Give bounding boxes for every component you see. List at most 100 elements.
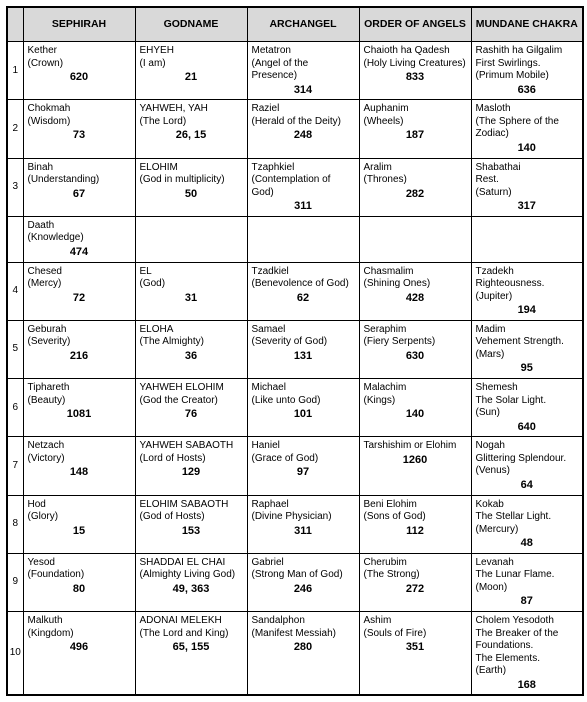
cell: Auphanim(Wheels)187 [359,100,471,158]
cell: Metatron(Angel of the Presence)314 [247,42,359,100]
cell-name: Chesed [28,266,131,279]
cell-desc: (Glory) [28,511,131,524]
cell-desc: (The Almighty) [140,336,243,349]
cell-number: 87 [476,594,579,609]
cell: Netzach(Victory)148 [23,437,135,495]
cell: YAHWEH ELOHIM(God the Creator)76 [135,379,247,437]
cell-desc: (Moon) [476,582,579,595]
cell-desc: (God the Creator) [140,395,243,408]
cell: Michael(Like unto God)101 [247,379,359,437]
cell: YAHWEH, YAH(The Lord)26, 15 [135,100,247,158]
cell: MadimVehement Strength.(Mars)95 [471,320,583,378]
cell-desc: (God in multiplicity) [140,174,243,187]
cell [471,216,583,262]
cell: Ashim(Souls of Fire)351 [359,612,471,696]
cell-number: 153 [140,524,243,539]
cell: Yesod(Foundation)80 [23,553,135,611]
cell: Chasmalim(Shining Ones)428 [359,262,471,320]
cell-name: Daath [28,220,131,233]
cell-name: Raphael [252,499,355,512]
row-index: 1 [7,42,23,100]
row-index: 7 [7,437,23,495]
cell-name: ELOHIM [140,162,243,175]
cell-number: 168 [476,678,579,693]
table-row: 8Hod(Glory)15ELOHIM SABAOTH(God of Hosts… [7,495,583,553]
cell-number: 187 [364,128,467,143]
cell-name: Shemesh [476,382,579,395]
cell-desc: Glittering Splendour. [476,453,579,466]
cell: ShabathaiRest.(Saturn)317 [471,158,583,216]
cell-desc: (Sons of God) [364,511,467,524]
table-row: 6Tiphareth(Beauty)1081YAHWEH ELOHIM(God … [7,379,583,437]
cell-name: Metatron [252,45,355,58]
cell: Daath(Knowledge)474 [23,216,135,262]
cell-desc: (Foundation) [28,569,131,582]
cell-name: Geburah [28,324,131,337]
cell-number: 630 [364,349,467,364]
cell-number: 50 [140,187,243,202]
cell [359,216,471,262]
cell-desc: The Solar Light. [476,395,579,408]
cell: Masloth(The Sphere of the Zodiac)140 [471,100,583,158]
cell-name: EHYEH [140,45,243,58]
cell-name: Tzadekh [476,266,579,279]
cell-name: Raziel [252,103,355,116]
cell-name: Malkuth [28,615,131,628]
cell-number: 280 [252,640,355,655]
cell-number: 148 [28,465,131,480]
table-row: 7Netzach(Victory)148YAHWEH SABAOTH(Lord … [7,437,583,495]
cell-desc: (Divine Physician) [252,511,355,524]
cell: ELOHIM(God in multiplicity)50 [135,158,247,216]
cell-number: 72 [28,291,131,306]
cell-name: Malachim [364,382,467,395]
cell-number: 49, 363 [140,582,243,597]
table-row: 9Yesod(Foundation)80SHADDAI EL CHAI(Almi… [7,553,583,611]
cell-number: 140 [476,141,579,156]
cell-desc: The Breaker of the Foundations. [476,628,579,653]
cell-number: 314 [252,83,355,98]
cell-number: 73 [28,128,131,143]
cell-name: Chasmalim [364,266,467,279]
cell-desc: (The Lord and King) [140,628,243,641]
cell: ELOHIM SABAOTH(God of Hosts)153 [135,495,247,553]
header-row: SEPHIRAH GODNAME ARCHANGEL ORDER OF ANGE… [7,7,583,42]
cell-name: EL [140,266,243,279]
cell-desc: (Earth) [476,665,579,678]
cell-name: ELOHA [140,324,243,337]
cell-name: Haniel [252,440,355,453]
cell-number: 76 [140,407,243,422]
row-index: 5 [7,320,23,378]
cell: NogahGlittering Splendour.(Venus)64 [471,437,583,495]
cell-desc: Righteousness. [476,278,579,291]
cell-number: 1260 [364,453,467,468]
cell-name: Michael [252,382,355,395]
cell-number: 64 [476,478,579,493]
cell-desc: First Swirlings. [476,58,579,71]
cell-name: Seraphim [364,324,467,337]
cell-desc: (Herald of the Deity) [252,116,355,129]
cell-desc: (Lord of Hosts) [140,453,243,466]
cell-number: 636 [476,83,579,98]
cell-desc: (Venus) [476,465,579,478]
cell-name: Chokmah [28,103,131,116]
cell: KokabThe Stellar Light.(Mercury)48 [471,495,583,553]
cell-name: Gabriel [252,557,355,570]
cell-number: 112 [364,524,467,539]
row-index: 2 [7,100,23,158]
cell-number: 833 [364,70,467,85]
cell-number: 26, 15 [140,128,243,143]
cell-number: 317 [476,199,579,214]
cell-desc: The Stellar Light. [476,511,579,524]
cell-desc: (Wheels) [364,116,467,129]
cell: Chokmah(Wisdom)73 [23,100,135,158]
cell-number: 248 [252,128,355,143]
cell-desc: (Mercy) [28,278,131,291]
cell: Beni Elohim(Sons of God)112 [359,495,471,553]
cell-name: Hod [28,499,131,512]
cell-number: 48 [476,536,579,551]
cell: EL(God)31 [135,262,247,320]
cell-desc: (God) [140,278,243,291]
cell-name: YAHWEH, YAH [140,103,243,116]
cell-number: 311 [252,199,355,214]
cell: Raziel(Herald of the Deity)248 [247,100,359,158]
